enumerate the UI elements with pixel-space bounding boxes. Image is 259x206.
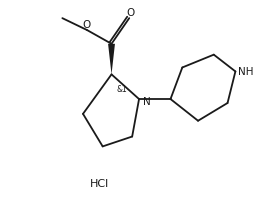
Text: NH: NH (238, 67, 254, 77)
Text: &1: &1 (117, 85, 127, 94)
Text: O: O (83, 20, 91, 30)
Text: N: N (143, 97, 151, 107)
Text: O: O (126, 8, 134, 18)
Text: HCl: HCl (90, 178, 109, 188)
Polygon shape (108, 44, 115, 75)
